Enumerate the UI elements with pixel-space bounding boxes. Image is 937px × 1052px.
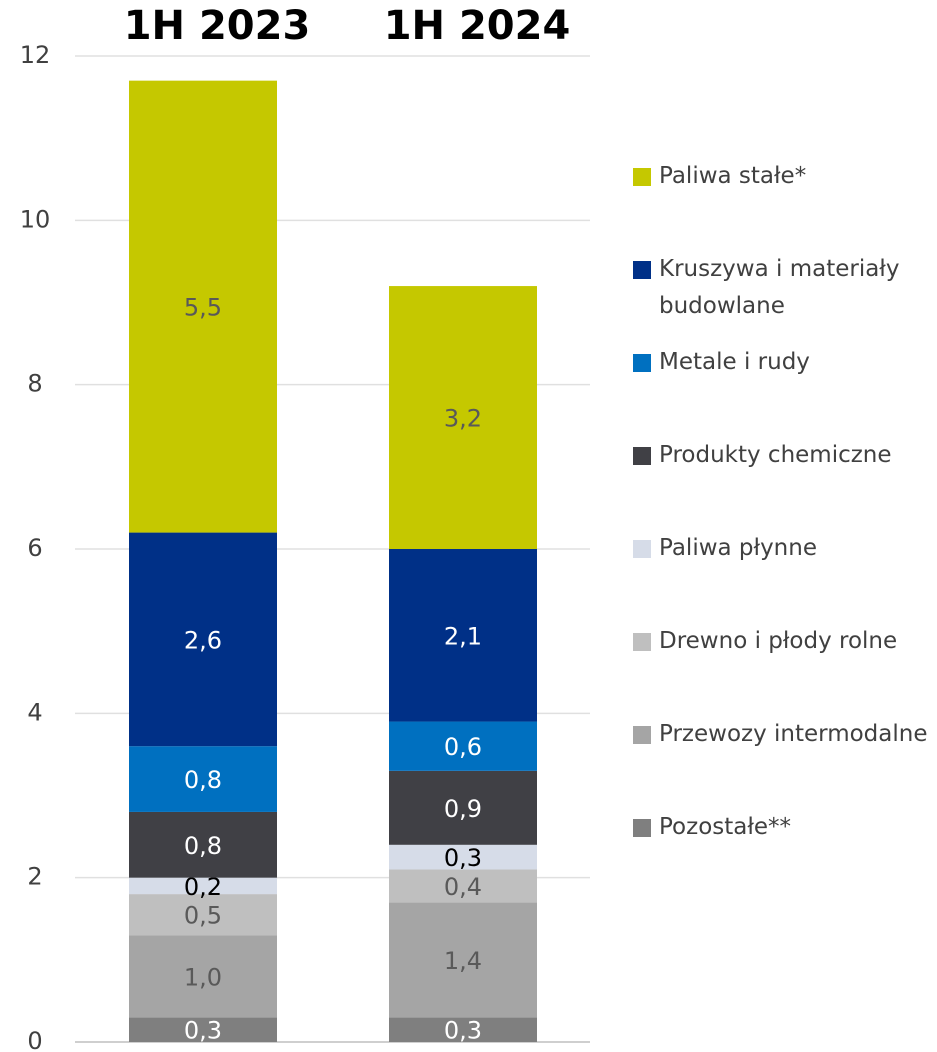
legend-label: Metale i rudy [659, 349, 810, 375]
bar-segment [389, 1017, 537, 1042]
bar-segment [389, 721, 537, 771]
data-label: 0,8 [184, 766, 222, 794]
y-tick-label: 12 [20, 41, 51, 69]
legend-swatch [633, 540, 651, 558]
data-label: 5,5 [184, 294, 222, 322]
legend-label: Produkty chemiczne [659, 442, 892, 468]
category-label: 1H 2024 [384, 3, 571, 49]
data-label: 2,6 [184, 626, 222, 654]
legend-label: Kruszywa i materiały budowlane [659, 256, 900, 319]
legend-item: Produkty chemiczne [633, 437, 933, 474]
y-tick-label: 10 [20, 205, 51, 233]
data-label: 3,2 [444, 405, 482, 433]
y-tick-label: 0 [27, 1027, 42, 1052]
bar-segment [129, 811, 277, 878]
legend-label: Paliwa płynne [659, 535, 817, 561]
data-label: 1,0 [184, 963, 222, 991]
legend-item: Paliwa płynne [633, 530, 933, 567]
legend-label: Przewozy intermodalne [659, 721, 928, 747]
y-tick-label: 2 [27, 863, 42, 891]
data-label: 1,4 [444, 947, 482, 975]
legend-swatch [633, 354, 651, 372]
legend-label: Pozostałe** [659, 814, 792, 840]
legend-swatch [633, 633, 651, 651]
bar-segment [389, 902, 537, 1018]
legend-label: Paliwa stałe* [659, 163, 807, 189]
category-label: 1H 2023 [124, 3, 311, 49]
legend-swatch [633, 726, 651, 744]
data-label: 0,4 [444, 873, 482, 901]
data-label: 0,3 [184, 1017, 222, 1045]
legend-item: Metale i rudy [633, 344, 933, 381]
y-tick-label: 6 [27, 534, 42, 562]
data-label: 0,3 [444, 1017, 482, 1045]
y-tick-label: 4 [27, 698, 42, 726]
bar-segment [389, 549, 537, 722]
legend-item: Paliwa stałe* [633, 158, 933, 195]
legend-swatch [633, 168, 651, 186]
y-tick-label: 8 [27, 370, 42, 398]
legend-label: Drewno i płody rolne [659, 628, 898, 654]
bar-segment [389, 286, 537, 549]
bar-segment [129, 746, 277, 812]
bar-segment [129, 80, 277, 533]
data-label: 0,5 [184, 902, 222, 930]
data-label: 0,3 [444, 844, 482, 872]
legend-item: Przewozy intermodalne [633, 716, 933, 753]
data-label: 0,6 [444, 733, 482, 761]
legend-item: Kruszywa i materiały budowlane [633, 251, 933, 325]
bar-segment [389, 770, 537, 845]
legend-swatch [633, 819, 651, 837]
legend: Pozostałe** Przewozy intermodalne Drewno i… [633, 0, 937, 1052]
bar-segment [129, 532, 277, 747]
data-label: 2,1 [444, 622, 482, 650]
legend-item: Drewno i płody rolne [633, 623, 933, 660]
legend-item: Pozostałe** [633, 809, 933, 846]
data-label: 0,9 [444, 795, 482, 823]
bar-segment [129, 877, 277, 895]
bar-segment [129, 894, 277, 936]
legend-swatch [633, 447, 651, 465]
bar-segment [389, 844, 537, 870]
bar-segment [129, 1017, 277, 1042]
data-label: 0,8 [184, 832, 222, 860]
bar-segment [129, 935, 277, 1018]
bar-segment [389, 869, 537, 903]
legend-swatch [633, 261, 651, 279]
